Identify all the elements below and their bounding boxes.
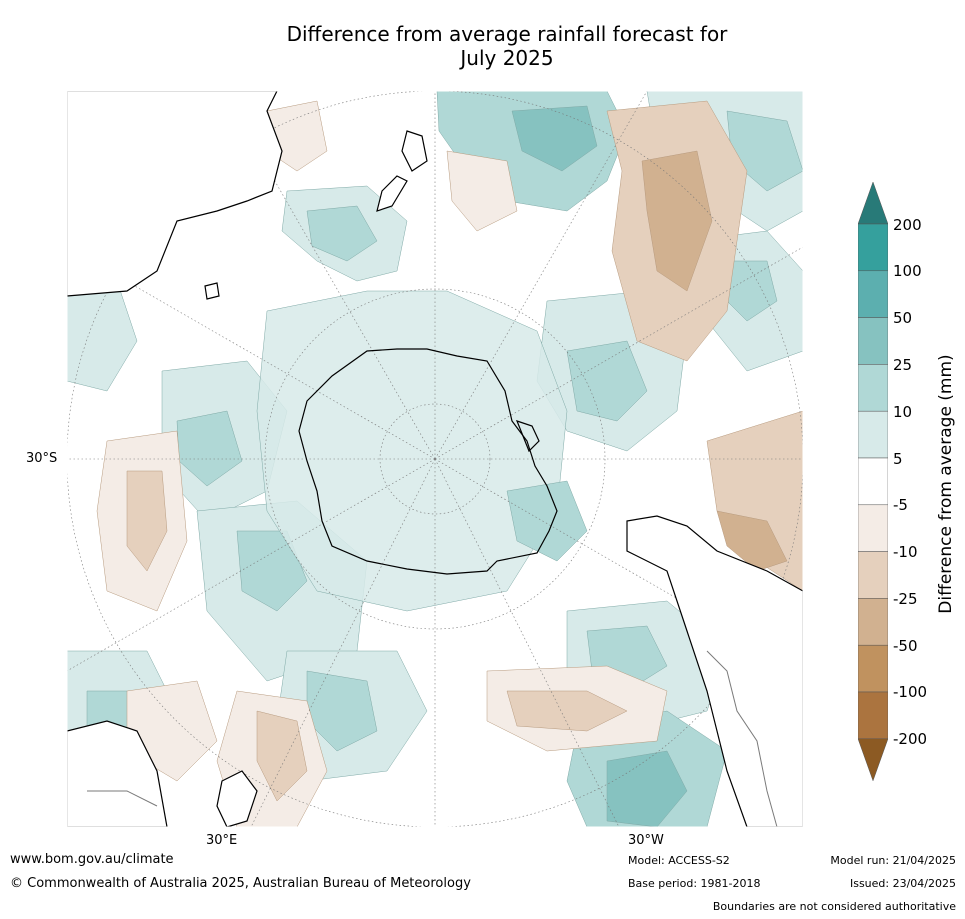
meridian-30w bbox=[434, 458, 620, 827]
title-line-1: Difference from average rainfall forecas… bbox=[286, 22, 728, 46]
graticule bbox=[67, 91, 803, 827]
rainfall-anomaly-map bbox=[67, 91, 803, 827]
colorbar-tick-label: 25 bbox=[893, 356, 913, 374]
colorbar-swatch bbox=[858, 410, 888, 459]
colorbar-tick-label: -100 bbox=[893, 683, 928, 701]
colorbar-swatch bbox=[858, 691, 888, 740]
colorbar-tick-label: 100 bbox=[893, 262, 922, 280]
colorbar-swatch bbox=[858, 364, 888, 412]
colorbar-tick-label: 200 bbox=[893, 216, 922, 234]
colorbar-tick-label: 50 bbox=[893, 309, 913, 327]
colorbar-swatch bbox=[858, 223, 888, 272]
longitude-label-30w: 30°W bbox=[628, 833, 664, 848]
colorbar-swatch bbox=[858, 644, 888, 693]
colorbar-title: Difference from average (mm) bbox=[936, 354, 956, 614]
colorbar-tick-label: 5 bbox=[893, 450, 903, 468]
colorbar-swatch bbox=[858, 457, 888, 506]
country-borders bbox=[87, 650, 778, 827]
footer-copyright: © Commonwealth of Australia 2025, Austra… bbox=[10, 876, 471, 891]
tasmania bbox=[204, 282, 220, 300]
madagascar bbox=[216, 770, 258, 827]
meridian-120w bbox=[434, 246, 803, 460]
longitude-label-30e: 30°E bbox=[206, 833, 238, 848]
meridian-60e bbox=[67, 458, 436, 672]
wet-region-drake bbox=[506, 480, 588, 562]
dry-region-nz-east bbox=[446, 150, 518, 232]
footer-disclaimer: Boundaries are not considered authoritat… bbox=[712, 900, 956, 913]
new-zealand-north bbox=[401, 130, 428, 172]
colorbar-swatch bbox=[858, 598, 888, 646]
latitude-circle-60s bbox=[264, 288, 606, 630]
wet-region-antarctic-ring bbox=[256, 290, 568, 612]
wet-region-south-pacific-core bbox=[566, 340, 648, 422]
colorbar-tick-label: -200 bbox=[893, 730, 928, 748]
dry-region-south-pacific-east-core bbox=[641, 150, 713, 292]
wet-region-nz-core bbox=[511, 105, 598, 172]
meridian-150w bbox=[434, 91, 648, 460]
colorbar-extension-bottom bbox=[858, 738, 888, 782]
colorbar-swatch bbox=[858, 551, 888, 599]
colorbar-tick-label: -5 bbox=[893, 496, 908, 514]
colorbar-extension-top bbox=[858, 182, 888, 225]
footer-model: Model: ACCESS-S2 bbox=[628, 854, 730, 867]
colorbar-tick-label: -50 bbox=[893, 637, 918, 655]
meridian-150e bbox=[222, 91, 436, 460]
wet-region-africa-south-core bbox=[606, 750, 688, 827]
africa bbox=[67, 720, 168, 827]
latitude-label-30s: 30°S bbox=[26, 451, 58, 466]
colorbar bbox=[858, 182, 888, 782]
meridian-60w bbox=[434, 458, 803, 672]
antarctica bbox=[298, 348, 558, 575]
meridian-120e bbox=[67, 246, 436, 460]
wet-region-indian-ocean-core bbox=[236, 530, 308, 612]
wet-region-tasman-core bbox=[306, 205, 378, 262]
dry-region-west-indian-core bbox=[126, 470, 168, 572]
new-zealand-south bbox=[376, 175, 408, 212]
colorbar-tick-label: -25 bbox=[893, 590, 918, 608]
dry-region-south-indian-brown-core bbox=[256, 710, 308, 802]
colorbar-swatch bbox=[858, 317, 888, 365]
footer-issued: Issued: 23/04/2025 bbox=[849, 877, 956, 890]
colorbar-swatch bbox=[858, 504, 888, 552]
title-line-2: July 2025 bbox=[460, 46, 554, 70]
colorbar-swatch bbox=[858, 270, 888, 318]
antarctic-peninsula bbox=[515, 420, 540, 453]
footer-model-run: Model run: 21/04/2025 bbox=[830, 854, 956, 867]
chart-title: Difference from average rainfall forecas… bbox=[0, 22, 965, 70]
latitude-circle-80s bbox=[379, 403, 491, 515]
meridian-30e bbox=[250, 458, 436, 827]
colorbar-tick-label: -10 bbox=[893, 543, 918, 561]
footer-website[interactable]: www.bom.gov.au/climate bbox=[10, 852, 174, 867]
australia bbox=[67, 91, 283, 297]
border-argentina-chile bbox=[706, 650, 778, 827]
border-southern-africa bbox=[87, 790, 158, 807]
dry-region-chile-core bbox=[716, 510, 788, 572]
colorbar-tick-label: 10 bbox=[893, 403, 913, 421]
dry-region-south-atlantic-core bbox=[506, 690, 628, 732]
colorbar-swatches bbox=[858, 182, 888, 782]
footer-base-period: Base period: 1981-2018 bbox=[628, 877, 761, 890]
